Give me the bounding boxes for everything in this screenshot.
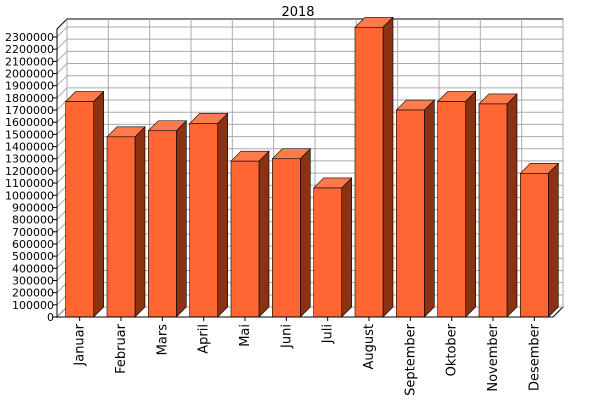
bar-side: [176, 120, 187, 318]
bar-side: [217, 112, 228, 318]
bar-front: [396, 109, 425, 318]
bar: [188, 112, 229, 318]
y-tick-label: 100000: [12, 299, 54, 312]
y-tick-label: 1200000: [5, 165, 54, 178]
bar-front: [65, 101, 94, 318]
bar-side: [134, 126, 146, 318]
y-tick-label: 800000: [12, 214, 54, 227]
y-tick-label: 200000: [12, 287, 54, 300]
bar-front: [520, 173, 549, 318]
y-tick-label: 1100000: [5, 177, 54, 190]
bar: [478, 93, 518, 318]
bar-front: [189, 123, 218, 318]
x-tick-label: August: [362, 324, 377, 370]
x-tick-label: September: [403, 323, 418, 396]
y-tick-label: 400000: [12, 262, 54, 275]
bar: [106, 126, 146, 318]
y-tick-label: 2300000: [5, 31, 54, 44]
y-tick-label: 700000: [12, 226, 54, 239]
bar-side: [506, 93, 518, 318]
bar-front: [437, 101, 466, 318]
x-tick-label: Mars: [155, 324, 170, 356]
y-tick-label: 1800000: [5, 92, 54, 105]
bar: [395, 99, 436, 318]
x-tick-label: Juli: [321, 324, 336, 344]
bar-side: [93, 90, 104, 318]
bar: [354, 16, 394, 318]
x-tick-label: Mai: [238, 324, 253, 347]
y-tick-label: 300000: [12, 274, 54, 287]
y-tick-label: 1000000: [5, 189, 54, 202]
y-tick-label: 1500000: [5, 128, 54, 141]
chart-title: 2018: [281, 5, 314, 20]
bar-front: [272, 158, 301, 318]
y-tick-label: 500000: [12, 250, 54, 263]
bar-front: [478, 103, 508, 318]
y-tick-label: 1900000: [5, 80, 54, 93]
bar: [312, 177, 353, 318]
bar: [147, 120, 188, 318]
bar-side: [258, 150, 270, 318]
y-tick-label: 900000: [12, 201, 54, 214]
bar-side: [465, 90, 476, 318]
bar: [271, 148, 312, 318]
bar-side: [300, 148, 311, 318]
bar: [230, 150, 270, 318]
x-axis-labels: Januar Februar Mars April Mai Juni Juli August S…: [56, 29, 553, 396]
y-tick-label: 1300000: [5, 153, 54, 166]
y-tick-label: 1400000: [5, 141, 54, 154]
bar-front: [313, 187, 342, 318]
bar-front: [354, 26, 384, 318]
x-tick-label: Oktober: [445, 323, 460, 376]
x-tick-label: November: [486, 323, 501, 391]
y-tick-label: 2200000: [5, 43, 54, 56]
y-tick-label: 2000000: [5, 68, 54, 81]
bar: [64, 90, 105, 318]
bar-front: [148, 130, 177, 318]
y-tick-label: 1600000: [5, 116, 54, 129]
x-tick-label: April: [197, 324, 212, 354]
x-tick-label: Januar: [73, 323, 88, 366]
bar: [436, 90, 477, 318]
bar-side: [424, 99, 435, 318]
bar-side: [341, 177, 352, 318]
x-tick-label: Desember: [527, 323, 542, 391]
y-axis-ticks: 0100000200000300000400000500000600000700…: [5, 31, 57, 324]
y-tick-label: 2100000: [5, 55, 54, 68]
bar-side: [382, 16, 394, 318]
x-tick-label: Februar: [114, 323, 129, 374]
y-tick-label: 600000: [12, 238, 54, 251]
y-tick-label: 1700000: [5, 104, 54, 117]
x-tick-label: Juni: [279, 324, 294, 349]
bars: [64, 16, 560, 318]
bar-front: [230, 160, 260, 318]
bar-front: [106, 136, 136, 318]
y-tick-label: 0: [47, 311, 54, 324]
bar-side: [548, 162, 559, 318]
bar: [519, 162, 560, 318]
